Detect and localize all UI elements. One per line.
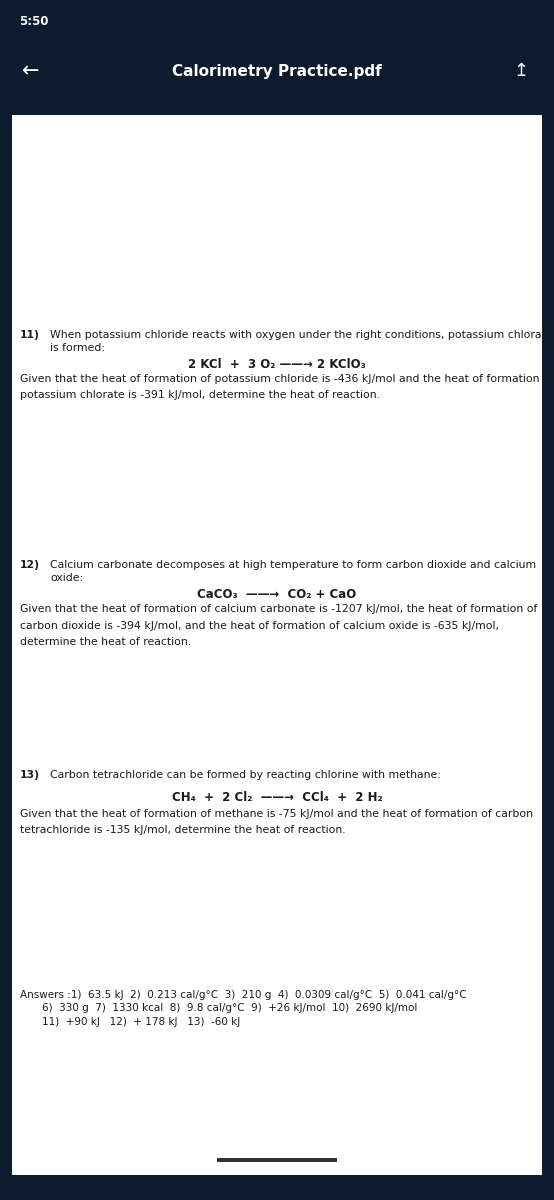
Text: ←: ← xyxy=(22,61,40,82)
Text: 5:50: 5:50 xyxy=(19,16,49,28)
Text: 12): 12) xyxy=(20,559,40,570)
Text: Carbon tetrachloride can be formed by reacting chlorine with methane:: Carbon tetrachloride can be formed by re… xyxy=(50,770,441,780)
Text: ↥: ↥ xyxy=(513,62,529,80)
Text: determine the heat of reaction.: determine the heat of reaction. xyxy=(20,637,191,647)
Text: Given that the heat of formation of potassium chloride is -436 kJ/mol and the he: Given that the heat of formation of pota… xyxy=(20,374,553,384)
Text: CH₄  +  2 Cl₂  ——→  CCl₄  +  2 H₂: CH₄ + 2 Cl₂ ——→ CCl₄ + 2 H₂ xyxy=(172,792,382,804)
Bar xyxy=(217,1158,337,1162)
Text: 6)  330 g  7)  1330 kcal  8)  9.8 cal/g°C  9)  +26 kJ/mol  10)  2690 kJ/mol: 6) 330 g 7) 1330 kcal 8) 9.8 cal/g°C 9) … xyxy=(42,1003,417,1014)
Text: 11): 11) xyxy=(20,330,40,340)
Text: oxide:: oxide: xyxy=(50,574,83,583)
Text: CaCO₃  ——→  CO₂ + CaO: CaCO₃ ——→ CO₂ + CaO xyxy=(197,588,357,601)
Text: Calorimetry Practice.pdf: Calorimetry Practice.pdf xyxy=(172,64,382,79)
Text: potassium chlorate is -391 kJ/mol, determine the heat of reaction.: potassium chlorate is -391 kJ/mol, deter… xyxy=(20,390,380,401)
Text: 11)  +90 kJ   12)  + 178 kJ   13)  -60 kJ: 11) +90 kJ 12) + 178 kJ 13) -60 kJ xyxy=(42,1016,240,1027)
Text: is formed:: is formed: xyxy=(50,343,105,353)
Text: Calcium carbonate decomposes at high temperature to form carbon dioxide and calc: Calcium carbonate decomposes at high tem… xyxy=(50,559,536,570)
Text: Given that the heat of formation of methane is -75 kJ/mol and the heat of format: Given that the heat of formation of meth… xyxy=(20,809,533,820)
Text: Given that the heat of formation of calcium carbonate is -1207 kJ/mol, the heat : Given that the heat of formation of calc… xyxy=(20,605,537,614)
Text: 2 KCl  +  3 O₂ ——→ 2 KClO₃: 2 KCl + 3 O₂ ——→ 2 KClO₃ xyxy=(188,358,366,371)
Text: 13): 13) xyxy=(20,770,40,780)
Text: carbon dioxide is -394 kJ/mol, and the heat of formation of calcium oxide is -63: carbon dioxide is -394 kJ/mol, and the h… xyxy=(20,620,499,630)
Text: tetrachloride is -135 kJ/mol, determine the heat of reaction.: tetrachloride is -135 kJ/mol, determine … xyxy=(20,826,346,835)
Text: When potassium chloride reacts with oxygen under the right conditions, potassium: When potassium chloride reacts with oxyg… xyxy=(50,330,552,340)
Text: Answers :1)  63.5 kJ  2)  0.213 cal/g°C  3)  210 g  4)  0.0309 cal/g°C  5)  0.04: Answers :1) 63.5 kJ 2) 0.213 cal/g°C 3) … xyxy=(20,990,466,1000)
